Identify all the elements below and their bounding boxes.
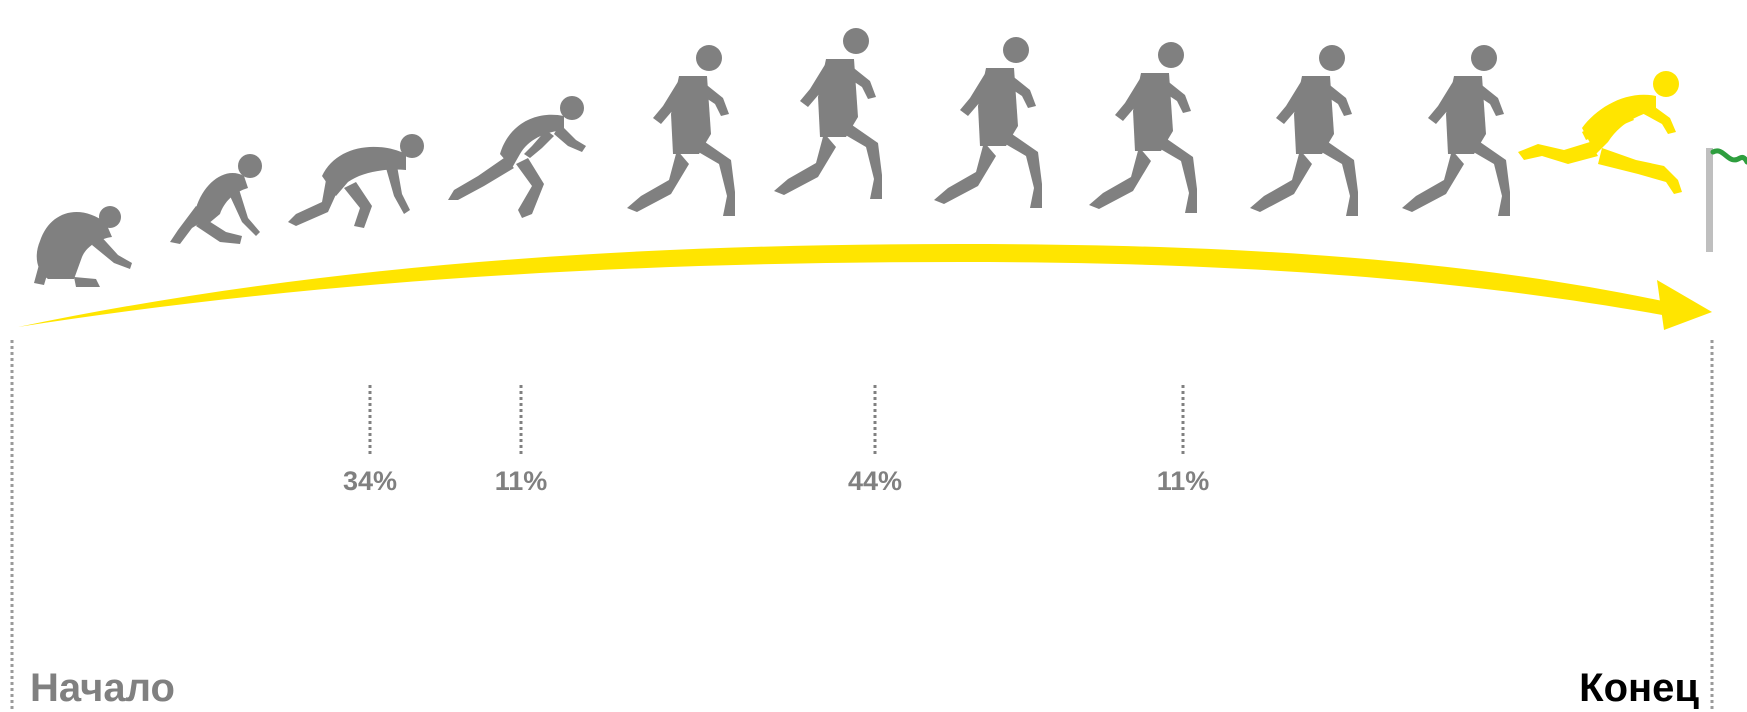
finish-flag <box>1710 148 1747 165</box>
progress-arrow-head <box>1657 280 1712 330</box>
progress-arrow <box>18 244 1672 327</box>
runner-figure <box>288 134 424 228</box>
runner-figure <box>1089 42 1197 213</box>
marker-label: 11% <box>1156 466 1210 496</box>
runner-figure <box>448 96 586 218</box>
marker-label: 34% <box>342 466 398 496</box>
winner-figure <box>1518 71 1682 194</box>
runner-figure <box>774 28 882 199</box>
runner-figure <box>1250 45 1358 216</box>
start-label: Начало <box>30 666 175 710</box>
runner-figure <box>1402 45 1510 216</box>
runner-figure <box>34 206 132 287</box>
runner-figure <box>934 37 1042 208</box>
marker-label: 11% <box>494 466 548 496</box>
finish-pole <box>1706 148 1713 252</box>
finish-label: Конец <box>1579 666 1699 710</box>
marker-label: 44% <box>847 466 903 496</box>
runner-figure <box>170 154 262 244</box>
runner-figure <box>627 45 735 216</box>
